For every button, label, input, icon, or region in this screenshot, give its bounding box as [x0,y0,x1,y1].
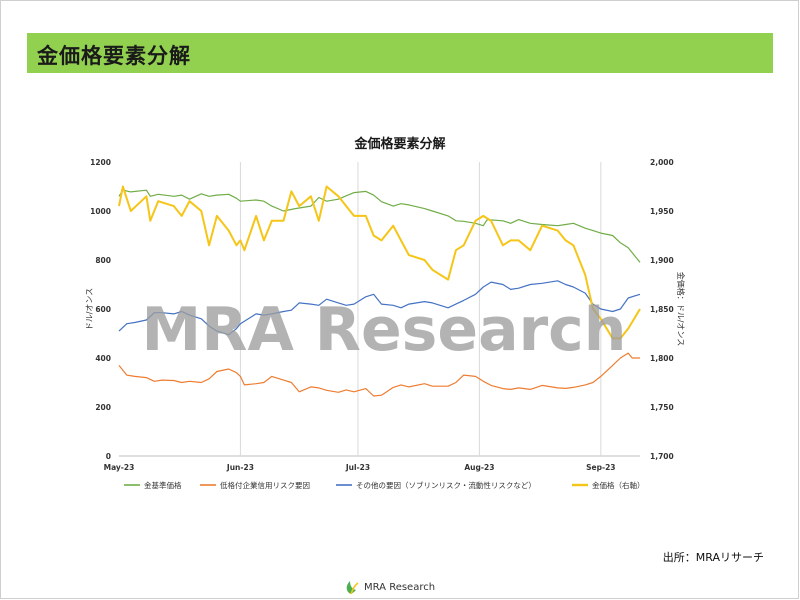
y-tick-label: 800 [95,256,111,265]
y2-tick-label: 1,900 [650,256,674,265]
y2-tick-label: 1,850 [650,305,674,314]
legend-label-3: その他の要因（ソブリンリスク・流動性リスクなど） [356,480,536,490]
legend-label-2: 低格付企業信用リスク要因 [220,480,310,490]
y2-tick-label: 1,800 [650,354,674,363]
series-line-4 [118,185,641,340]
x-tick-label: Aug-23 [464,463,494,472]
y-tick-label: 0 [106,452,111,461]
y-tick-label: 1200 [90,158,111,167]
y2-tick-label: 1,950 [650,207,674,216]
x-tick-label: Jul-23 [345,463,370,472]
series-line-1 [118,189,641,263]
footer-brand: MRA Research [364,581,436,593]
header-bar: 金価格要素分解 [27,33,773,73]
leaf-logo-icon [346,581,359,595]
y2-tick-label: 2,000 [650,158,674,167]
chart-title: 金価格要素分解 [354,137,446,152]
series-line-2 [118,352,640,397]
footer-logo: MRA Research [342,577,435,597]
y-tick-label: 1000 [90,207,111,216]
y-tick-label: 200 [95,403,111,412]
y2-tick-label: 1,750 [650,403,674,412]
x-tick-label: Jun-23 [226,463,254,472]
y2-tick-label: 1,700 [650,452,674,461]
x-tick-label: May-23 [104,463,135,472]
series-line-3 [118,280,641,336]
y-tick-label: 600 [95,305,111,314]
x-tick-label: Sep-23 [586,463,615,472]
watermark-text: MRA Research [142,295,627,365]
legend-label-4: 金価格（右軸） [592,480,645,490]
page-title: 金価格要素分解 [37,44,191,68]
y-axis-title: ドル/オンス [85,288,94,331]
y2-axis-title: 金価格：ドル/オンス [676,272,686,347]
y-tick-label: 400 [95,354,111,363]
source-note: 出所：MRAリサーチ [662,551,764,564]
legend-label-1: 金基準価格 [144,480,182,490]
